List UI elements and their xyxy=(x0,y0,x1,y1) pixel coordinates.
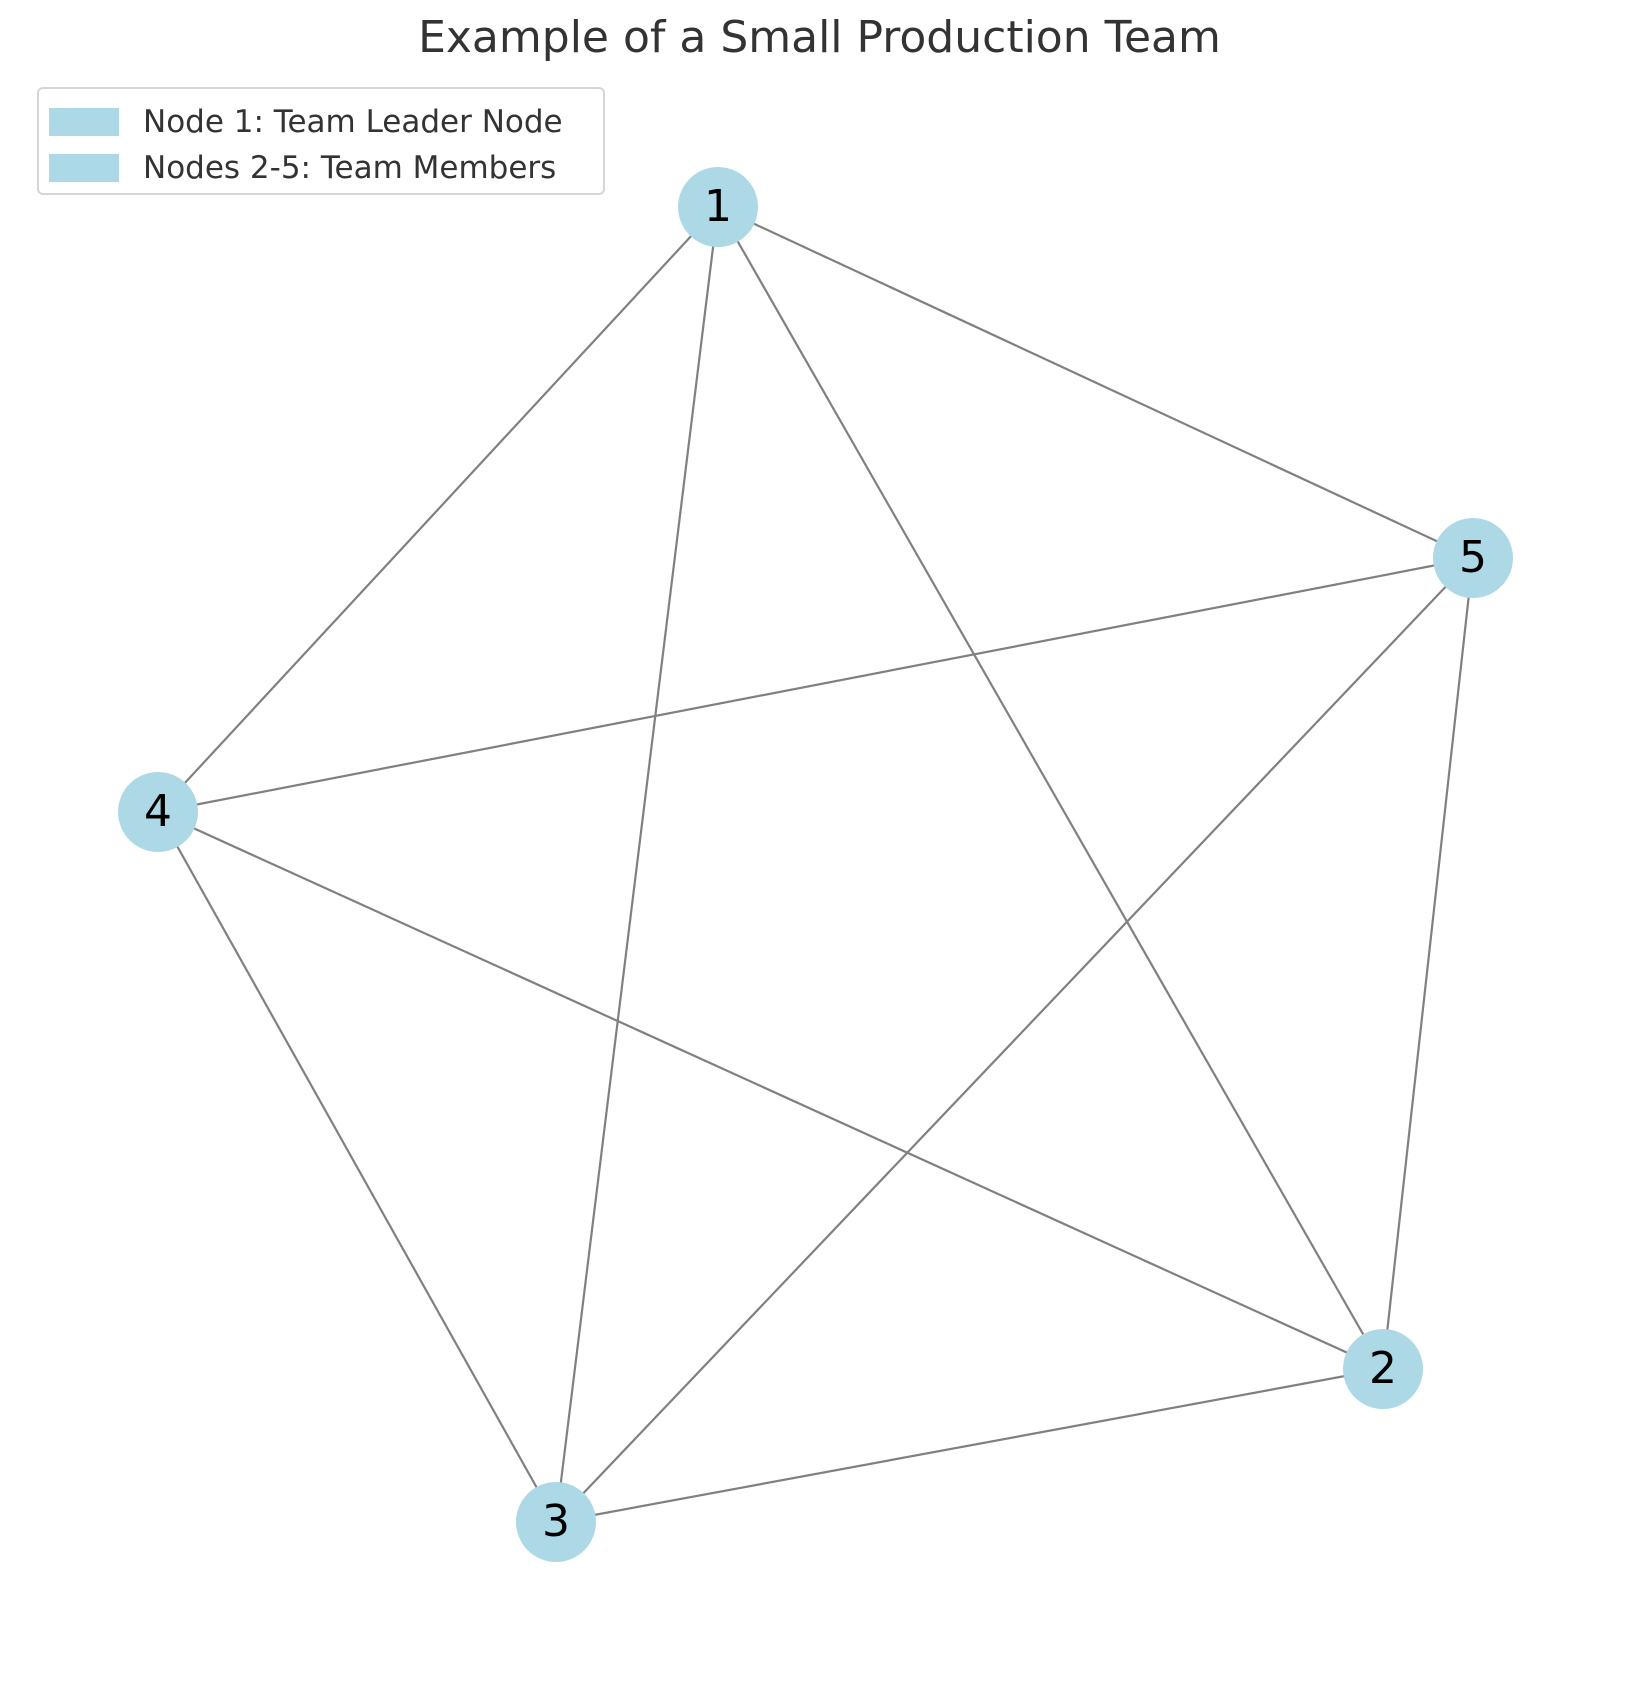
node-3: 3 xyxy=(516,1482,596,1562)
legend-swatch xyxy=(49,154,119,182)
legend-item: Nodes 2-5: Team Members xyxy=(49,145,591,191)
edge-5-4 xyxy=(158,558,1473,812)
node-label: 3 xyxy=(542,1496,570,1547)
edges-layer xyxy=(158,207,1473,1522)
edge-4-2 xyxy=(158,812,1383,1369)
edge-1-5 xyxy=(718,207,1473,558)
legend-label: Nodes 2-5: Team Members xyxy=(143,150,556,186)
legend-label: Node 1: Team Leader Node xyxy=(143,104,563,140)
node-4: 4 xyxy=(118,772,198,852)
node-label: 2 xyxy=(1369,1343,1397,1394)
node-label: 4 xyxy=(144,786,172,837)
legend: Node 1: Team Leader Node Nodes 2-5: Team… xyxy=(37,87,605,195)
edge-1-3 xyxy=(556,207,718,1522)
edge-4-3 xyxy=(158,812,556,1522)
legend-swatch xyxy=(49,108,119,136)
node-label: 1 xyxy=(704,181,732,232)
legend-item: Node 1: Team Leader Node xyxy=(49,99,591,145)
node-5: 5 xyxy=(1433,518,1513,598)
edge-1-4 xyxy=(158,207,718,812)
node-label: 5 xyxy=(1459,532,1487,583)
edge-5-2 xyxy=(1383,558,1473,1369)
node-2: 2 xyxy=(1343,1329,1423,1409)
edge-1-2 xyxy=(718,207,1383,1369)
node-1: 1 xyxy=(678,167,758,247)
